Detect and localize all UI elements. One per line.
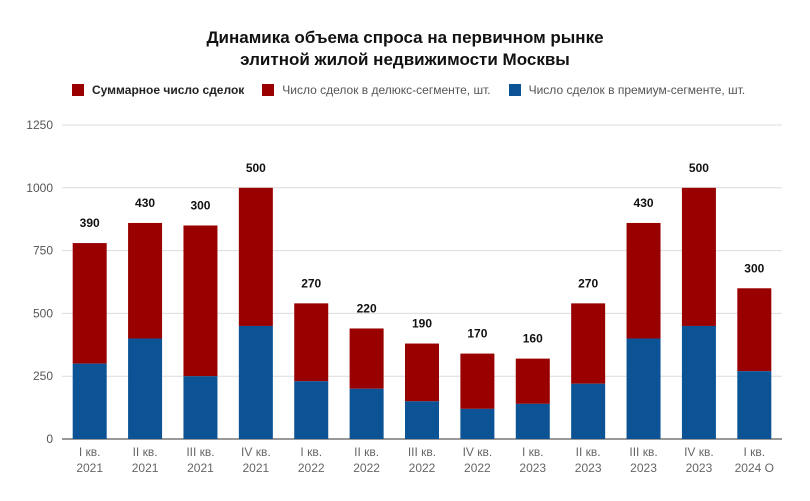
- bar-total-upper: [681, 187, 716, 326]
- legend-label-premium: Число сделок в премиум-сегменте, шт.: [528, 83, 746, 97]
- legend-swatch-premium: [508, 84, 521, 96]
- x-tick-label-quarter: I кв.: [79, 445, 101, 459]
- bar-data-label: 300: [190, 198, 210, 212]
- legend-label-deluxe: Число сделок в делюкс-сегменте, шт.: [282, 83, 491, 97]
- bar-total-upper: [349, 328, 384, 389]
- legend-item-premium[interactable]: Число сделок в премиум-сегменте, шт.: [508, 83, 746, 97]
- x-tick-label-quarter: III кв.: [629, 445, 657, 459]
- bar-data-label: 500: [246, 161, 266, 175]
- bar-premium: [626, 338, 661, 439]
- x-tick-label-year: 2022: [298, 461, 325, 475]
- x-tick-label-year: 2022: [353, 461, 380, 475]
- legend-label-total: Суммарное число сделок: [92, 83, 245, 97]
- x-tick-label-quarter: I кв.: [743, 445, 765, 459]
- bar-data-label: 430: [135, 196, 155, 210]
- bar-data-label: 270: [301, 276, 321, 290]
- legend-item-deluxe[interactable]: Число сделок в делюкс-сегменте, шт.: [262, 83, 491, 97]
- x-tick-label-year: 2022: [409, 461, 436, 475]
- x-tick-label-quarter: I кв.: [300, 445, 322, 459]
- x-tick-label-year: 2021: [132, 461, 159, 475]
- x-tick-label-year: 2021: [76, 461, 103, 475]
- legend-item-total[interactable]: Суммарное число сделок: [72, 83, 244, 97]
- bar-total-upper: [405, 343, 439, 402]
- x-tick-label-year: 2023: [519, 461, 546, 475]
- bar-premium: [571, 383, 606, 439]
- x-tick-label-quarter: IV кв.: [463, 445, 493, 459]
- bar-total-upper: [238, 187, 273, 326]
- x-tick-label-year: 2023: [630, 461, 657, 475]
- x-tick-label-year: 2023: [686, 461, 713, 475]
- chart-title-line-2: элитной жилой недвижимости Москвы: [240, 50, 570, 69]
- chart-title-line-1: Динамика объема спроса на первичном рынк…: [206, 28, 604, 47]
- legend-swatch-deluxe: [262, 84, 275, 96]
- y-tick-label: 1250: [26, 118, 53, 132]
- x-tick-label-quarter: IV кв.: [684, 445, 714, 459]
- x-tick-label-year: 2023: [575, 461, 602, 475]
- y-tick-label: 750: [33, 244, 53, 258]
- bar-total-upper: [72, 243, 107, 364]
- bar-data-label: 390: [80, 216, 100, 230]
- bar-data-label: 270: [578, 276, 598, 290]
- y-tick-label: 1000: [26, 181, 53, 195]
- y-tick-label: 250: [33, 369, 53, 383]
- x-tick-label-quarter: III кв.: [408, 445, 436, 459]
- bar-total-upper: [737, 288, 772, 372]
- bar-premium: [681, 325, 716, 439]
- y-tick-label: 500: [33, 306, 53, 320]
- bar-total-upper: [571, 303, 606, 384]
- x-tick-label-year: 2021: [187, 461, 214, 475]
- x-tick-label-quarter: I кв.: [522, 445, 544, 459]
- x-tick-label-quarter: II кв.: [133, 445, 158, 459]
- x-tick-label-year: 2022: [464, 461, 491, 475]
- bar-total-upper: [626, 222, 661, 339]
- x-tick-label-quarter: II кв.: [354, 445, 379, 459]
- bar-data-label: 160: [523, 332, 543, 346]
- bar-data-label: 430: [634, 196, 654, 210]
- x-tick-label-year: 2021: [242, 461, 269, 475]
- bar-premium: [349, 388, 384, 439]
- bar-premium: [405, 401, 439, 439]
- y-tick-label: 0: [46, 432, 53, 446]
- bar-total-upper: [515, 358, 550, 404]
- x-tick-label-year: 2024 О: [735, 461, 774, 475]
- bar-premium: [72, 363, 107, 439]
- bar-data-label: 170: [467, 327, 487, 341]
- bar-data-label: 190: [412, 317, 432, 331]
- bar-data-label: 220: [357, 301, 377, 315]
- bar-premium: [183, 376, 218, 439]
- bar-premium: [737, 371, 772, 439]
- bar-total-upper: [183, 225, 218, 377]
- legend: Суммарное число сделок Число сделок в де…: [72, 83, 763, 97]
- bar-total-upper: [294, 303, 329, 382]
- bar-premium: [128, 338, 163, 439]
- bar-premium: [238, 325, 273, 439]
- bar-total-upper: [128, 222, 163, 339]
- x-tick-label-quarter: IV кв.: [241, 445, 271, 459]
- bar-data-label: 500: [689, 161, 709, 175]
- bar-data-label: 300: [744, 261, 764, 275]
- x-tick-label-quarter: III кв.: [186, 445, 214, 459]
- bar-total-upper: [460, 353, 495, 409]
- bar-premium: [460, 408, 495, 439]
- x-tick-label-quarter: II кв.: [576, 445, 601, 459]
- legend-swatch-total: [72, 84, 84, 96]
- bar-premium: [515, 403, 550, 439]
- bar-premium: [294, 381, 329, 439]
